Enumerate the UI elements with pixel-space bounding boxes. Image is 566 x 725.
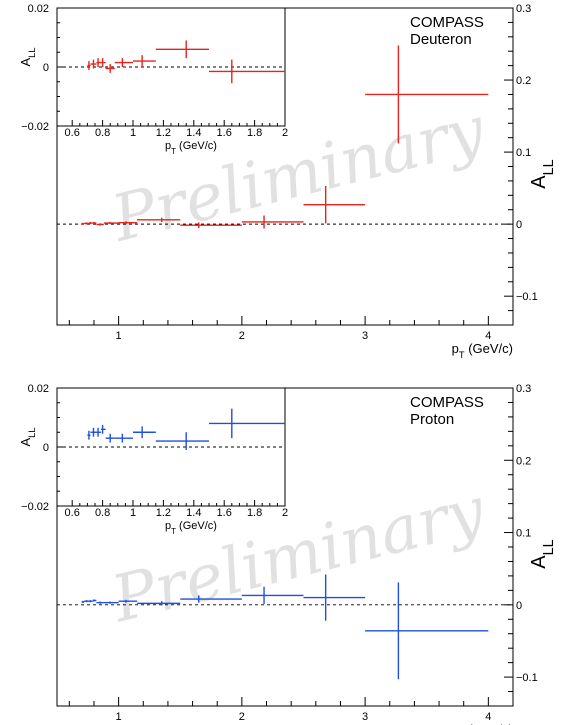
inset-plot: 0.6 0.8 1 1.2 1.4 1.6 1.8 2 0.02 0 −0.02 pT (GeV/c)…: [18, 383, 288, 536]
y-tick-label: 0.2: [516, 455, 531, 467]
data-point: [96, 601, 104, 604]
inset-data-point: [155, 40, 209, 59]
y-tick-label: 0: [516, 600, 522, 612]
inset-x-tick-label: 1.4: [186, 127, 201, 139]
y-tick-label: 0: [516, 219, 522, 231]
inset-y-tick-label: −0.02: [21, 121, 49, 133]
inset-data-point: [101, 424, 106, 434]
data-point: [92, 599, 97, 602]
inset-x-tick-label: 0.6: [65, 127, 80, 139]
data-point: [118, 599, 138, 603]
inset-data-point: [209, 408, 285, 439]
inset-x-tick-label: 1.8: [247, 507, 262, 519]
inset-y-axis-title: ALL: [18, 427, 37, 446]
y-tick-label: 0.3: [516, 383, 531, 395]
inset-data-point: [105, 64, 115, 73]
inset-x-tick-label: 0.8: [95, 507, 110, 519]
x-tick-label: 3: [362, 330, 368, 342]
inset-plot: 0.6 0.8 1 1.2 1.4 1.6 1.8 2 0.02 0 −0.02 pT (GeV/c)…: [18, 3, 288, 156]
inset-y-tick-label: 0: [43, 442, 49, 454]
x-tick-label: 1: [116, 330, 122, 342]
inset-data-point: [133, 55, 156, 67]
inset-x-axis-title: pT (GeV/c): [165, 140, 217, 156]
inset-x-axis-title: pT (GeV/c): [165, 520, 217, 536]
y-tick-label: 0.2: [516, 75, 531, 87]
data-point: [180, 595, 242, 603]
x-tick-label: 4: [485, 711, 491, 723]
inset-data-point: [96, 427, 102, 437]
inset-x-tick-label: 1.6: [217, 507, 232, 519]
target-label: Proton: [410, 411, 454, 428]
inset-x-tick-label: 1.2: [156, 507, 171, 519]
data-point: [137, 601, 181, 606]
inset-data-point: [96, 58, 102, 67]
inset-data-point: [105, 433, 115, 443]
inset-x-tick-label: 0.8: [95, 127, 110, 139]
inset-y-tick-label: −0.02: [21, 501, 49, 513]
data-point: [89, 600, 93, 603]
inset-x-tick-label: 1.4: [186, 507, 201, 519]
inset-x-tick-label: 2: [282, 127, 288, 139]
inset-data-point: [209, 59, 285, 84]
data-point: [241, 586, 304, 605]
data-point: [303, 574, 366, 621]
data-point: [84, 222, 90, 225]
target-label: Deuteron: [410, 31, 472, 48]
data-point: [180, 222, 242, 229]
inset-y-tick-label: 0: [43, 62, 49, 74]
inset-data-point: [155, 432, 209, 450]
y-tick-label: 0.3: [516, 3, 531, 15]
x-tick-label: 2: [239, 711, 245, 723]
data-point: [365, 45, 489, 144]
inset-x-tick-label: 1.2: [156, 127, 171, 139]
x-axis-title: pT (GeV/c): [452, 341, 513, 360]
inset-x-tick-label: 1.8: [247, 127, 262, 139]
data-point: [92, 221, 97, 225]
inset-y-tick-label: 0.02: [28, 383, 49, 395]
data-point: [89, 221, 93, 225]
inset-data-point: [90, 427, 97, 437]
y-tick-label: −0.1: [516, 291, 538, 303]
inset-data-point: [114, 58, 133, 67]
y-tick-label: 0.1: [516, 147, 531, 159]
data-point: [84, 600, 90, 603]
data-point: [103, 601, 119, 604]
inset-data-point: [114, 433, 133, 443]
experiment-label: COMPASS: [410, 14, 484, 31]
inset-y-axis-title: ALL: [18, 47, 37, 66]
data-point: [241, 215, 304, 229]
inset-data-point: [90, 59, 97, 69]
x-tick-label: 3: [362, 711, 368, 723]
experiment-label: COMPASS: [410, 394, 484, 411]
inset-x-tick-label: 2: [282, 507, 288, 519]
y-axis-title: ALL: [528, 539, 557, 568]
data-point: [81, 222, 85, 225]
y-tick-label: −0.1: [516, 672, 538, 684]
inset-data-point: [101, 58, 106, 67]
inset-data-point: [87, 61, 91, 70]
inset-data-point: [87, 430, 91, 440]
data-point: [118, 221, 138, 225]
data-point: [365, 582, 489, 680]
inset-x-tick-label: 1.6: [217, 127, 232, 139]
x-tick-label: 1: [116, 711, 122, 723]
x-tick-label: 4: [485, 330, 491, 342]
x-tick-label: 2: [239, 330, 245, 342]
data-point: [137, 217, 181, 222]
y-tick-label: 0.1: [516, 528, 531, 540]
data-point: [81, 600, 85, 604]
data-point: [96, 223, 104, 226]
data-point: [303, 185, 366, 224]
inset-x-tick-label: 1: [130, 127, 136, 139]
x-axis-title: pT (GeV/c): [452, 722, 513, 725]
inset-data-point: [133, 426, 156, 439]
y-axis-title: ALL: [528, 159, 557, 188]
data-point: [103, 221, 119, 225]
inset-x-tick-label: 1: [130, 507, 136, 519]
inset-x-tick-label: 0.6: [65, 507, 80, 519]
inset-y-tick-label: 0.02: [28, 3, 49, 15]
